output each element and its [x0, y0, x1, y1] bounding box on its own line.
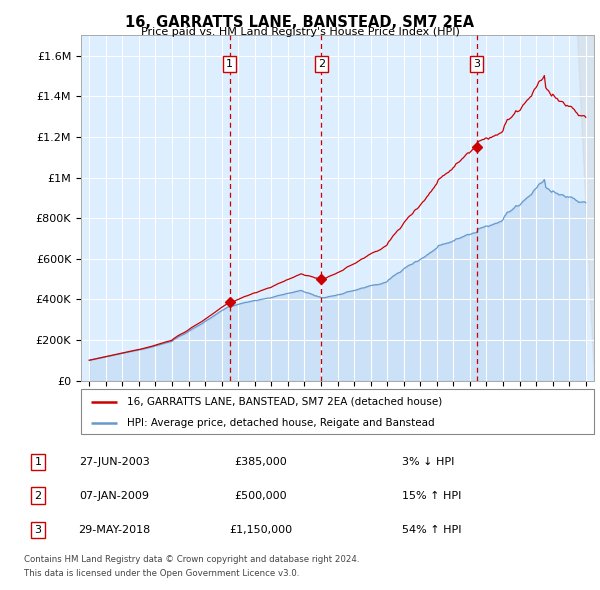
Text: 2: 2 — [35, 491, 41, 500]
Text: This data is licensed under the Open Government Licence v3.0.: This data is licensed under the Open Gov… — [24, 569, 299, 578]
Text: 27-JUN-2003: 27-JUN-2003 — [79, 457, 149, 467]
Text: Contains HM Land Registry data © Crown copyright and database right 2024.: Contains HM Land Registry data © Crown c… — [24, 555, 359, 563]
Text: 54% ↑ HPI: 54% ↑ HPI — [402, 525, 461, 535]
Text: 1: 1 — [226, 59, 233, 69]
Text: £500,000: £500,000 — [235, 491, 287, 500]
Text: 1: 1 — [35, 457, 41, 467]
Polygon shape — [577, 35, 594, 381]
Text: 29-MAY-2018: 29-MAY-2018 — [78, 525, 151, 535]
FancyBboxPatch shape — [81, 389, 594, 434]
Text: 16, GARRATTS LANE, BANSTEAD, SM7 2EA: 16, GARRATTS LANE, BANSTEAD, SM7 2EA — [125, 15, 475, 30]
Text: 3: 3 — [35, 525, 41, 535]
Text: 2: 2 — [318, 59, 325, 69]
Text: 3: 3 — [473, 59, 480, 69]
Text: Price paid vs. HM Land Registry's House Price Index (HPI): Price paid vs. HM Land Registry's House … — [140, 27, 460, 37]
Text: £1,150,000: £1,150,000 — [229, 525, 292, 535]
Text: 16, GARRATTS LANE, BANSTEAD, SM7 2EA (detached house): 16, GARRATTS LANE, BANSTEAD, SM7 2EA (de… — [127, 397, 442, 407]
Text: HPI: Average price, detached house, Reigate and Banstead: HPI: Average price, detached house, Reig… — [127, 418, 435, 428]
Text: 15% ↑ HPI: 15% ↑ HPI — [402, 491, 461, 500]
Text: 3% ↓ HPI: 3% ↓ HPI — [402, 457, 454, 467]
Text: £385,000: £385,000 — [235, 457, 287, 467]
Text: 07-JAN-2009: 07-JAN-2009 — [79, 491, 149, 500]
